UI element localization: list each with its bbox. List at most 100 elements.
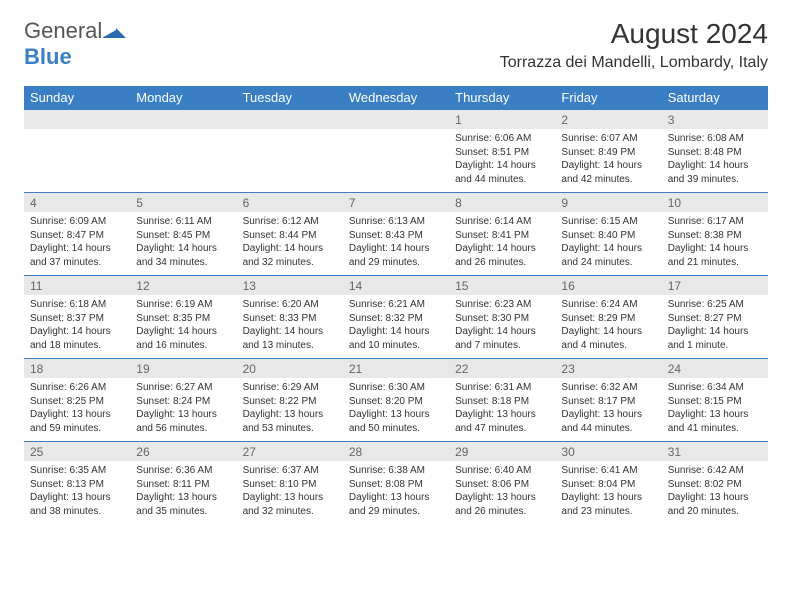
day-detail: Sunrise: 6:37 AM Sunset: 8:10 PM Dayligh… (237, 461, 343, 524)
day-detail-text: Sunrise: 6:08 AM Sunset: 8:48 PM Dayligh… (668, 132, 762, 186)
day-detail-text: Sunrise: 6:42 AM Sunset: 8:02 PM Dayligh… (668, 464, 762, 518)
day-number: 17 (662, 276, 768, 296)
day-header: Wednesday (343, 86, 449, 110)
day-detail: Sunrise: 6:13 AM Sunset: 8:43 PM Dayligh… (343, 212, 449, 276)
day-number: 3 (662, 110, 768, 130)
day-detail: Sunrise: 6:08 AM Sunset: 8:48 PM Dayligh… (662, 129, 768, 193)
day-detail-text: Sunrise: 6:32 AM Sunset: 8:17 PM Dayligh… (561, 381, 655, 435)
day-detail: Sunrise: 6:30 AM Sunset: 8:20 PM Dayligh… (343, 378, 449, 442)
day-detail: Sunrise: 6:25 AM Sunset: 8:27 PM Dayligh… (662, 295, 768, 359)
day-detail: Sunrise: 6:32 AM Sunset: 8:17 PM Dayligh… (555, 378, 661, 442)
day-number: 2 (555, 110, 661, 130)
day-detail: Sunrise: 6:34 AM Sunset: 8:15 PM Dayligh… (662, 378, 768, 442)
day-number: 26 (130, 442, 236, 462)
day-detail-text: Sunrise: 6:09 AM Sunset: 8:47 PM Dayligh… (30, 215, 124, 269)
day-header-row: Sunday Monday Tuesday Wednesday Thursday… (24, 86, 768, 110)
week-number-row: 123 (24, 110, 768, 130)
day-detail-text: Sunrise: 6:35 AM Sunset: 8:13 PM Dayligh… (30, 464, 124, 518)
day-header: Tuesday (237, 86, 343, 110)
day-detail: Sunrise: 6:41 AM Sunset: 8:04 PM Dayligh… (555, 461, 661, 524)
day-detail (24, 129, 130, 193)
day-detail: Sunrise: 6:21 AM Sunset: 8:32 PM Dayligh… (343, 295, 449, 359)
day-detail-text: Sunrise: 6:38 AM Sunset: 8:08 PM Dayligh… (349, 464, 443, 518)
day-number: 21 (343, 359, 449, 379)
day-number: 12 (130, 276, 236, 296)
logo-text: GeneralBlue (24, 18, 126, 70)
day-number: 15 (449, 276, 555, 296)
day-detail-text: Sunrise: 6:14 AM Sunset: 8:41 PM Dayligh… (455, 215, 549, 269)
day-header: Monday (130, 86, 236, 110)
day-detail: Sunrise: 6:15 AM Sunset: 8:40 PM Dayligh… (555, 212, 661, 276)
day-number: 14 (343, 276, 449, 296)
location-label: Torrazza dei Mandelli, Lombardy, Italy (500, 54, 768, 72)
day-number (343, 110, 449, 130)
day-detail-text: Sunrise: 6:23 AM Sunset: 8:30 PM Dayligh… (455, 298, 549, 352)
day-detail-text: Sunrise: 6:17 AM Sunset: 8:38 PM Dayligh… (668, 215, 762, 269)
day-number: 16 (555, 276, 661, 296)
day-detail (343, 129, 449, 193)
day-number: 22 (449, 359, 555, 379)
day-detail: Sunrise: 6:12 AM Sunset: 8:44 PM Dayligh… (237, 212, 343, 276)
day-detail: Sunrise: 6:14 AM Sunset: 8:41 PM Dayligh… (449, 212, 555, 276)
day-detail-text: Sunrise: 6:41 AM Sunset: 8:04 PM Dayligh… (561, 464, 655, 518)
day-number: 30 (555, 442, 661, 462)
day-number: 31 (662, 442, 768, 462)
logo-icon (102, 18, 126, 43)
week-number-row: 18192021222324 (24, 359, 768, 379)
day-detail: Sunrise: 6:31 AM Sunset: 8:18 PM Dayligh… (449, 378, 555, 442)
day-detail: Sunrise: 6:27 AM Sunset: 8:24 PM Dayligh… (130, 378, 236, 442)
day-detail-text: Sunrise: 6:37 AM Sunset: 8:10 PM Dayligh… (243, 464, 337, 518)
day-detail-text: Sunrise: 6:29 AM Sunset: 8:22 PM Dayligh… (243, 381, 337, 435)
day-detail: Sunrise: 6:07 AM Sunset: 8:49 PM Dayligh… (555, 129, 661, 193)
day-detail-text: Sunrise: 6:12 AM Sunset: 8:44 PM Dayligh… (243, 215, 337, 269)
week-detail-row: Sunrise: 6:35 AM Sunset: 8:13 PM Dayligh… (24, 461, 768, 524)
day-number: 6 (237, 193, 343, 213)
day-number: 25 (24, 442, 130, 462)
day-detail: Sunrise: 6:36 AM Sunset: 8:11 PM Dayligh… (130, 461, 236, 524)
day-detail-text: Sunrise: 6:19 AM Sunset: 8:35 PM Dayligh… (136, 298, 230, 352)
day-detail-text: Sunrise: 6:31 AM Sunset: 8:18 PM Dayligh… (455, 381, 549, 435)
day-detail-text: Sunrise: 6:24 AM Sunset: 8:29 PM Dayligh… (561, 298, 655, 352)
day-number: 28 (343, 442, 449, 462)
day-detail-text: Sunrise: 6:27 AM Sunset: 8:24 PM Dayligh… (136, 381, 230, 435)
day-detail: Sunrise: 6:06 AM Sunset: 8:51 PM Dayligh… (449, 129, 555, 193)
day-detail-text: Sunrise: 6:40 AM Sunset: 8:06 PM Dayligh… (455, 464, 549, 518)
day-detail: Sunrise: 6:20 AM Sunset: 8:33 PM Dayligh… (237, 295, 343, 359)
day-detail: Sunrise: 6:35 AM Sunset: 8:13 PM Dayligh… (24, 461, 130, 524)
day-detail-text: Sunrise: 6:20 AM Sunset: 8:33 PM Dayligh… (243, 298, 337, 352)
calendar-body: 123Sunrise: 6:06 AM Sunset: 8:51 PM Dayl… (24, 110, 768, 525)
day-number: 20 (237, 359, 343, 379)
day-detail-text: Sunrise: 6:21 AM Sunset: 8:32 PM Dayligh… (349, 298, 443, 352)
week-detail-row: Sunrise: 6:26 AM Sunset: 8:25 PM Dayligh… (24, 378, 768, 442)
day-detail: Sunrise: 6:26 AM Sunset: 8:25 PM Dayligh… (24, 378, 130, 442)
day-number: 5 (130, 193, 236, 213)
day-number: 18 (24, 359, 130, 379)
day-detail: Sunrise: 6:29 AM Sunset: 8:22 PM Dayligh… (237, 378, 343, 442)
day-header: Sunday (24, 86, 130, 110)
day-detail: Sunrise: 6:24 AM Sunset: 8:29 PM Dayligh… (555, 295, 661, 359)
day-number: 9 (555, 193, 661, 213)
day-number: 10 (662, 193, 768, 213)
day-detail-text: Sunrise: 6:11 AM Sunset: 8:45 PM Dayligh… (136, 215, 230, 269)
header: GeneralBlue August 2024 Torrazza dei Man… (24, 18, 768, 72)
day-detail-text: Sunrise: 6:26 AM Sunset: 8:25 PM Dayligh… (30, 381, 124, 435)
day-detail: Sunrise: 6:23 AM Sunset: 8:30 PM Dayligh… (449, 295, 555, 359)
day-detail: Sunrise: 6:17 AM Sunset: 8:38 PM Dayligh… (662, 212, 768, 276)
day-number (24, 110, 130, 130)
logo-text-1: General (24, 18, 102, 43)
week-detail-row: Sunrise: 6:18 AM Sunset: 8:37 PM Dayligh… (24, 295, 768, 359)
day-detail-text: Sunrise: 6:07 AM Sunset: 8:49 PM Dayligh… (561, 132, 655, 186)
week-number-row: 45678910 (24, 193, 768, 213)
day-detail: Sunrise: 6:42 AM Sunset: 8:02 PM Dayligh… (662, 461, 768, 524)
day-number: 19 (130, 359, 236, 379)
day-header: Saturday (662, 86, 768, 110)
day-detail-text: Sunrise: 6:06 AM Sunset: 8:51 PM Dayligh… (455, 132, 549, 186)
day-detail: Sunrise: 6:09 AM Sunset: 8:47 PM Dayligh… (24, 212, 130, 276)
day-detail-text: Sunrise: 6:36 AM Sunset: 8:11 PM Dayligh… (136, 464, 230, 518)
day-detail: Sunrise: 6:18 AM Sunset: 8:37 PM Dayligh… (24, 295, 130, 359)
day-number: 7 (343, 193, 449, 213)
day-detail-text: Sunrise: 6:34 AM Sunset: 8:15 PM Dayligh… (668, 381, 762, 435)
day-detail-text: Sunrise: 6:15 AM Sunset: 8:40 PM Dayligh… (561, 215, 655, 269)
day-number: 24 (662, 359, 768, 379)
day-detail: Sunrise: 6:19 AM Sunset: 8:35 PM Dayligh… (130, 295, 236, 359)
